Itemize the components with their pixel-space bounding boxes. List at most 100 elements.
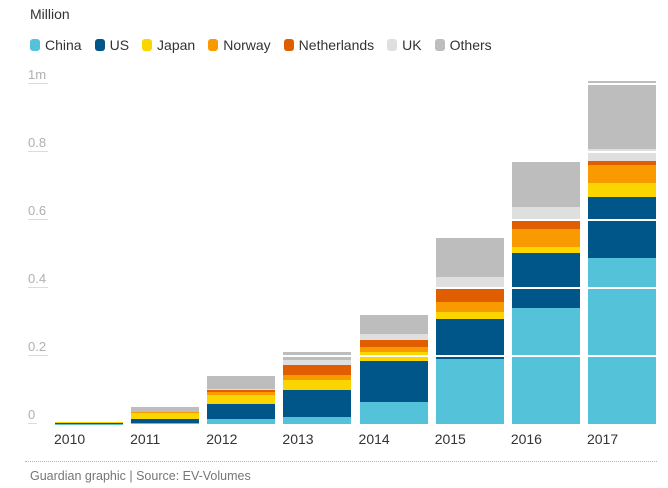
legend-swatch-icon <box>208 39 219 51</box>
us-segment <box>511 252 580 308</box>
uk-segment <box>359 333 428 340</box>
japan-segment <box>55 422 123 423</box>
japan-segment <box>283 379 352 390</box>
norway-segment <box>359 346 428 352</box>
us-segment <box>587 196 656 258</box>
legend-swatch-icon <box>94 39 105 51</box>
y-axis-tick-label: 0.4 <box>28 271 49 288</box>
legend-item-japan: Japan <box>142 37 195 53</box>
norway-segment <box>587 164 656 183</box>
x-axis-label-2017: 2017 <box>586 431 619 447</box>
legend-item-us: US <box>94 37 130 53</box>
gridline <box>55 151 656 153</box>
china-segment <box>587 257 656 424</box>
japan-segment <box>435 311 504 319</box>
china-segment <box>511 307 580 424</box>
x-axis-label-2011: 2011 <box>130 431 161 447</box>
uk-segment <box>435 277 504 290</box>
bar-2015 <box>435 238 504 424</box>
netherlands-segment <box>435 289 504 302</box>
us-segment <box>131 418 200 423</box>
china-segment <box>131 422 200 424</box>
others-segment <box>359 314 428 334</box>
uk-segment <box>587 148 656 161</box>
norway-segment <box>511 228 580 247</box>
us-segment <box>55 423 123 424</box>
legend-swatch-icon <box>434 39 445 51</box>
bar-2016 <box>511 161 580 424</box>
legend-swatch-icon <box>387 39 398 51</box>
netherlands-segment <box>511 218 580 229</box>
netherlands-segment <box>207 390 276 393</box>
y-axis-tick-label: 0 <box>28 407 38 424</box>
us-segment <box>207 403 276 419</box>
legend-item-china: China <box>30 37 82 53</box>
x-axis-label-2015: 2015 <box>434 431 466 447</box>
legend-swatch-icon <box>142 39 153 51</box>
norway-segment <box>283 374 352 380</box>
us-segment <box>283 389 352 417</box>
norway-segment <box>435 301 504 312</box>
x-axis-label-2014: 2014 <box>358 431 390 447</box>
bar-2014 <box>359 314 428 424</box>
x-axis-label-2012: 2012 <box>206 431 238 447</box>
japan-segment <box>511 246 580 253</box>
legend-label: Norway <box>223 37 271 53</box>
legend-item-netherlands: Netherlands <box>283 37 375 53</box>
others-segment <box>435 238 504 278</box>
legend-item-others: Others <box>434 37 492 53</box>
uk-segment <box>207 389 276 391</box>
legend-item-uk: UK <box>387 37 422 53</box>
legend: China US Japan Norway Netherlands UK Others <box>30 37 492 53</box>
x-axis-label-2010: 2010 <box>54 431 86 447</box>
japan-segment <box>207 394 276 404</box>
netherlands-segment <box>359 339 428 347</box>
x-axis-label-2016: 2016 <box>510 431 542 447</box>
gridline <box>55 219 656 221</box>
y-axis-tick-label: 1m <box>28 67 49 84</box>
legend-label: UK <box>402 37 422 53</box>
netherlands-segment <box>283 364 352 375</box>
legend-label: US <box>109 37 130 53</box>
y-axis-tick-label: 0.6 <box>28 203 49 220</box>
legend-label: Others <box>449 37 492 53</box>
legend-label: Netherlands <box>298 37 375 53</box>
legend-item-norway: Norway <box>208 37 271 53</box>
y-axis-tick-label: 0.2 <box>28 339 49 356</box>
bar-2013 <box>283 351 352 424</box>
us-segment <box>435 318 504 360</box>
bar-2011 <box>131 407 200 424</box>
source-attribution: Guardian graphic | Source: EV-Volumes <box>30 469 251 483</box>
others-segment <box>587 80 656 149</box>
gridline <box>55 287 656 289</box>
others-segment <box>131 407 200 412</box>
others-segment <box>511 161 580 207</box>
norway-segment <box>131 412 200 414</box>
y-axis-tick-label: 0.8 <box>28 135 49 152</box>
bar-2012 <box>207 376 276 424</box>
china-segment <box>359 401 428 424</box>
legend-label: Japan <box>157 37 196 53</box>
norway-segment <box>207 392 276 395</box>
japan-segment <box>131 413 200 419</box>
x-axis-label-2013: 2013 <box>282 431 314 447</box>
others-segment <box>207 376 276 390</box>
netherlands-segment <box>587 160 656 165</box>
china-segment <box>283 416 352 424</box>
china-segment <box>435 359 504 424</box>
uk-segment <box>283 359 352 365</box>
chart-unit-label: Million <box>30 6 70 22</box>
gridline <box>55 355 656 357</box>
japan-segment <box>587 182 656 197</box>
bar-2017 <box>587 80 656 424</box>
us-segment <box>359 360 428 402</box>
uk-segment <box>511 206 580 219</box>
legend-label: China <box>45 37 82 53</box>
bar-2010 <box>55 422 123 424</box>
legend-swatch-icon <box>283 39 294 51</box>
legend-swatch-icon <box>30 39 40 51</box>
china-segment <box>207 418 276 424</box>
gridline <box>55 83 656 85</box>
